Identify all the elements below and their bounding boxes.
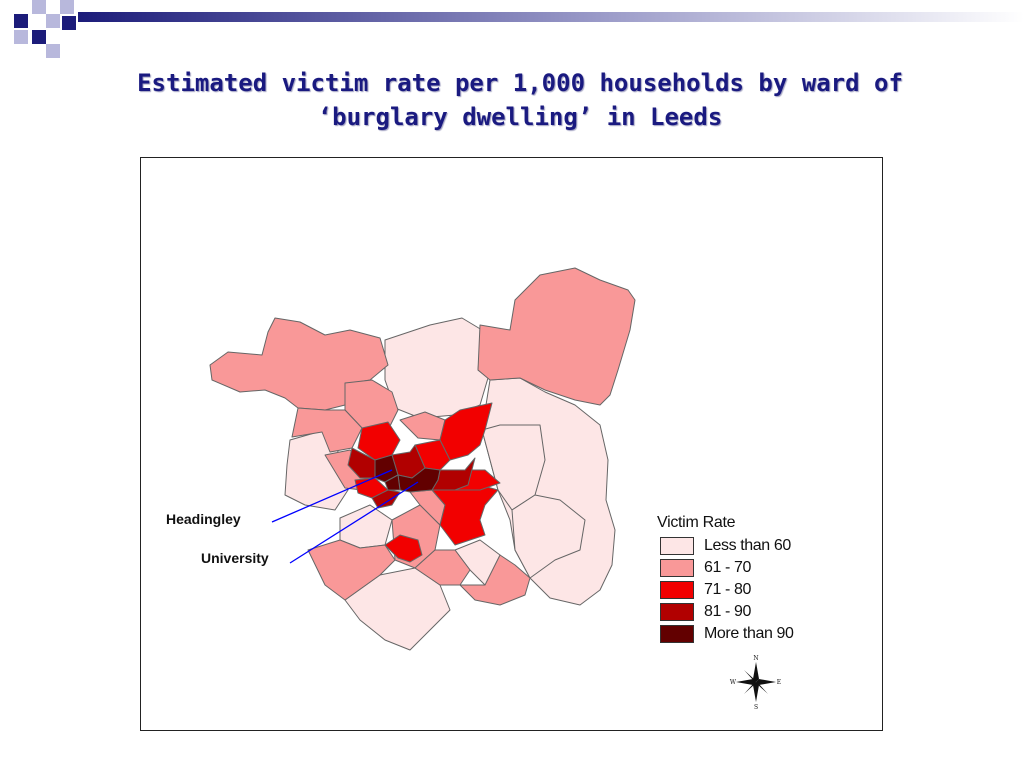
ward-dark-1 [347,447,381,479]
slide-title-line-2: ‘burglary dwelling’ in Leeds [317,103,723,131]
compass-n: N [753,655,758,662]
legend-label: More than 90 [704,625,794,642]
legend-label: 71 - 80 [704,581,752,598]
compass-rose-icon: N S E W [730,655,781,710]
legend-item: 71 - 80 [657,579,793,601]
header-decoration [14,0,1024,58]
callout-line-university [289,481,419,564]
ward-south-east [459,554,531,606]
legend-label: 61 - 70 [704,559,752,576]
map-legend: Victim Rate Less than 60 61 - 70 71 - 80… [657,514,794,645]
ward-south [344,567,451,651]
compass-e: E [777,679,781,686]
legend-swatch [660,537,694,555]
legend-label: 81 - 90 [704,603,752,620]
legend-item: More than 90 [657,623,794,645]
legend-swatch [660,625,694,643]
compass-s: S [754,704,758,710]
ward-darkest-3 [384,474,401,491]
ward-north-east [477,267,636,406]
legend-item: 81 - 90 [657,601,793,623]
headingley-label: Headingley [166,511,241,527]
ward-east-2 [511,494,586,579]
ward-dark-4 [371,489,401,509]
ward-north-inner [384,317,489,419]
legend-swatch [660,603,694,621]
legend-swatch [660,559,694,577]
compass-w: W [730,679,737,686]
university-label: University [201,550,269,566]
legend-title: Victim Rate [657,514,736,531]
callout-line-headingley [271,469,393,523]
slide-title: Estimated victim rate per 1,000 househol… [60,66,980,134]
legend-item: Less than 60 [657,535,793,557]
legend-label: Less than 60 [704,537,791,554]
ward-south-red-small [384,534,423,563]
legend-swatch [660,581,694,599]
legend-item: 61 - 70 [657,557,793,579]
slide-title-line-1: Estimated victim rate per 1,000 househol… [137,69,903,97]
